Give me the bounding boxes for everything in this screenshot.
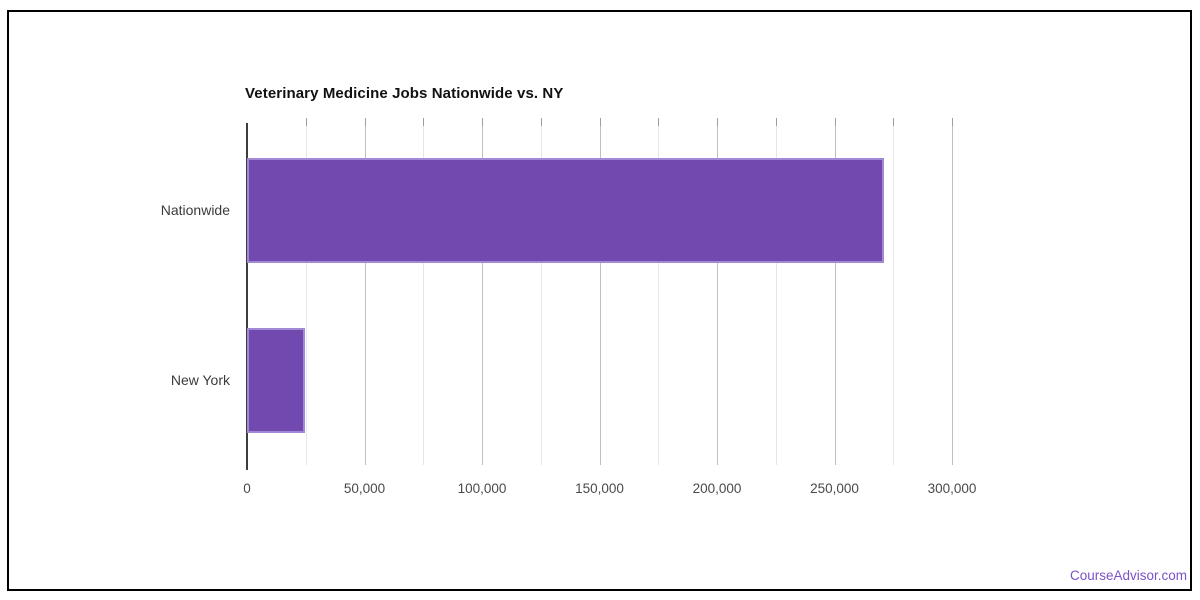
gridline-minor — [305, 125, 307, 465]
axis-tick — [540, 118, 542, 126]
gridline-minor — [423, 125, 425, 465]
x-axis-tick-label: 0 — [243, 481, 251, 496]
axis-tick — [364, 118, 366, 126]
bar-new-york[interactable] — [247, 327, 305, 433]
bar-nationwide[interactable] — [247, 157, 884, 263]
gridline-minor — [775, 125, 777, 465]
x-axis-tick-label: 300,000 — [927, 481, 977, 496]
gridline-major — [717, 125, 718, 465]
x-axis-tick-label: 50,000 — [343, 481, 386, 496]
category-label-new-york: New York — [170, 372, 230, 388]
gridline-major — [364, 125, 366, 465]
axis-tick — [717, 118, 718, 126]
x-axis-tick-label: 100,000 — [457, 481, 507, 496]
chart-title: Veterinary Medicine Jobs Nationwide vs. … — [245, 85, 564, 102]
courseadvisor-link[interactable]: CourseAdvisor.com — [1069, 568, 1187, 583]
category-label-nationwide: Nationwide — [160, 202, 230, 218]
axis-tick — [482, 118, 483, 126]
x-axis-tick-label: 200,000 — [692, 481, 742, 496]
y-axis-line — [246, 123, 248, 470]
x-axis-tick-label: 250,000 — [810, 481, 859, 496]
gridline-minor — [893, 125, 895, 465]
axis-tick — [775, 118, 777, 126]
axis-tick — [305, 118, 307, 126]
axis-tick — [952, 118, 953, 126]
x-axis-tick-label: 150,000 — [575, 481, 624, 496]
gridline-minor — [540, 125, 542, 465]
gridline-minor — [658, 125, 660, 465]
gridline-major — [834, 125, 836, 465]
gridline-major — [599, 125, 601, 465]
axis-tick — [423, 118, 425, 126]
axis-tick — [599, 118, 601, 126]
axis-tick — [658, 118, 660, 126]
gridline-major — [952, 125, 953, 465]
axis-tick — [893, 118, 895, 126]
gridline-major — [482, 125, 483, 465]
axis-tick — [834, 118, 836, 126]
